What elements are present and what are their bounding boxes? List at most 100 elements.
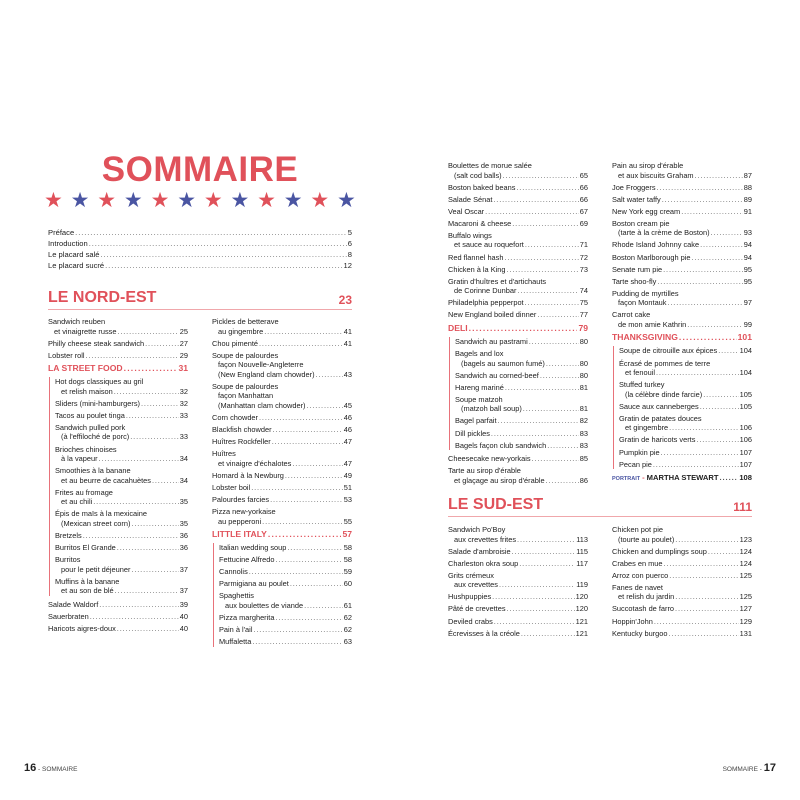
toc-entry[interactable]: Boston baked beans 66 [448,183,588,193]
toc-entry[interactable]: Sauce aux canneberges 105 [619,402,752,412]
toc-entry[interactable]: Tarte shoo-fly 95 [612,277,752,287]
toc-entry[interactable]: Philadelphia pepperpot 75 [448,298,588,308]
toc-entry[interactable]: Rhode Island Johnny cake 94 [612,240,752,250]
toc-entry[interactable]: Soupe de palourdes façon Nouvelle-Anglete… [212,351,352,380]
toc-entry[interactable]: Pâté de crevettes 120 [448,604,588,614]
toc-entry[interactable]: Soupe de palourdes façon Manhattan (Manhat… [212,382,352,411]
toc-entry[interactable]: Smoothies à la banane et au beurre de cac… [55,466,188,485]
toc-entry[interactable]: Stuffed turkey(la célèbre dinde farcie) 1… [619,380,752,399]
toc-entry[interactable]: Pain au sirop d'érable et aux biscuits Gr… [612,161,752,180]
portrait-entry[interactable]: PORTRAIT-MARTHA STEWART 108 [612,473,752,485]
toc-entry[interactable]: Sandwich au pastrami 80 [455,337,588,347]
toc-entry[interactable]: Palourdes farcies 53 [212,495,352,505]
toc-entry[interactable]: Bagels façon club sandwich 83 [455,441,588,451]
toc-entry[interactable]: Lobster roll 29 [48,351,188,361]
toc-entry[interactable]: Chicken pot pie(tourte au poulet) 123 [612,525,752,544]
toc-entry[interactable]: Blackfish chowder 46 [212,425,352,435]
toc-entry[interactable]: Gratin de haricots verts 106 [619,435,752,445]
toc-entry[interactable]: Succotash de farro 127 [612,604,752,614]
toc-entry[interactable]: Homard à la Newburg 49 [212,471,352,481]
toc-entry[interactable]: Tacos au poulet tinga 33 [55,411,188,421]
toc-entry[interactable]: Salade Sénat 66 [448,195,588,205]
toc-entry[interactable]: Chicken à la King 73 [448,265,588,275]
toc-entry[interactable]: Pumpkin pie 107 [619,448,752,458]
section-header[interactable]: LA STREET FOOD 31 [48,363,188,374]
toc-entry[interactable]: Le placard salé 8 [48,250,352,261]
toc-entry[interactable]: Kentucky burgoo 131 [612,629,752,639]
toc-entry[interactable]: Joe Froggers 88 [612,183,752,193]
toc-entry[interactable]: Introduction 6 [48,239,352,250]
toc-entry[interactable]: Pain à l'ail 62 [219,625,352,635]
toc-entry[interactable]: Gratin d'huîtres et d'artichauts de Corin… [448,277,588,296]
toc-entry[interactable]: Dill pickles 83 [455,429,588,439]
toc-entry[interactable]: Hoppin'John 129 [612,617,752,627]
toc-entry[interactable]: Chicken and dumplings soup 124 [612,547,752,557]
toc-entry[interactable]: New York egg cream 91 [612,207,752,217]
toc-entry[interactable]: Red flannel hash 72 [448,253,588,263]
toc-entry[interactable]: Salade d'ambroisie 115 [448,547,588,557]
toc-entry[interactable]: Muffaletta 63 [219,637,352,647]
toc-entry[interactable]: Épis de maïs à la mexicaine (Mexican stre… [55,509,188,528]
toc-entry[interactable]: Charleston okra soup 117 [448,559,588,569]
toc-entry[interactable]: Pecan pie 107 [619,460,752,470]
toc-entry[interactable]: Macaroni & cheese 69 [448,219,588,229]
toc-entry[interactable]: Tarte au sirop d'érable et glaçage au sir… [448,466,588,485]
toc-entry[interactable]: Crabes en mue 124 [612,559,752,569]
toc-entry[interactable]: Boston Marlborough pie 94 [612,253,752,263]
toc-entry[interactable]: Fettucine Alfredo 58 [219,555,352,565]
toc-entry[interactable]: Arroz con puerco 125 [612,571,752,581]
toc-entry[interactable]: Sliders (mini-hamburgers) 32 [55,399,188,409]
section-header[interactable]: THANKSGIVING 101 [612,332,752,343]
toc-entry[interactable]: Soupe de citrouille aux épices 104 [619,346,752,356]
section-header[interactable]: LITTLE ITALY 57 [212,529,352,540]
section-header[interactable]: DELI 79 [448,323,588,334]
toc-entry[interactable]: Hot dogs classiques au gril et relish mai… [55,377,188,396]
toc-entry[interactable]: Pizza margherita 62 [219,613,352,623]
toc-entry[interactable]: Boston cream pie (tarte à la crème de Bos… [612,219,752,238]
toc-entry[interactable]: Lobster boil 51 [212,483,352,493]
toc-entry[interactable]: Cannolis 59 [219,567,352,577]
toc-entry[interactable]: Italian wedding soup 58 [219,543,352,553]
toc-entry[interactable]: Corn chowder 46 [212,413,352,423]
toc-entry[interactable]: Écrevisses à la créole 121 [448,629,588,639]
toc-entry[interactable]: Cheesecake new-yorkais 85 [448,454,588,464]
toc-entry[interactable]: Burritos El Grande 36 [55,543,188,553]
toc-entry[interactable]: Parmigiana au poulet 60 [219,579,352,589]
toc-entry[interactable]: Sandwich pulled pork (à l'effiloché de po… [55,423,188,442]
toc-entry[interactable]: Le placard sucré 12 [48,261,352,272]
toc-entry[interactable]: Veal Oscar 67 [448,207,588,217]
toc-entry[interactable]: Soupe matzoh(matzoh ball soup) 81 [455,395,588,414]
toc-entry[interactable]: New England boiled dinner 77 [448,310,588,320]
toc-entry[interactable]: Boulettes de morue salée (salt cod balls)… [448,161,588,180]
toc-entry[interactable]: Hushpuppies 120 [448,592,588,602]
toc-entry[interactable]: Huîtres Rockfeller 47 [212,437,352,447]
toc-entry[interactable]: Salade Waldorf 39 [48,600,188,610]
toc-entry[interactable]: Bagel parfait 82 [455,416,588,426]
toc-entry[interactable]: Hareng mariné 81 [455,383,588,393]
toc-entry[interactable]: Chou pimenté 41 [212,339,352,349]
toc-entry[interactable]: Senate rum pie 95 [612,265,752,275]
toc-entry[interactable]: Bagels and lox(bagels au saumon fumé) 80 [455,349,588,368]
toc-entry[interactable]: Deviled crabs 121 [448,617,588,627]
toc-entry[interactable]: Bretzels 36 [55,531,188,541]
toc-entry[interactable]: Philly cheese steak sandwich 27 [48,339,188,349]
toc-entry[interactable]: Salt water taffy 89 [612,195,752,205]
toc-entry[interactable]: Sauerbraten 40 [48,612,188,622]
toc-entry[interactable]: Préface 5 [48,228,352,239]
